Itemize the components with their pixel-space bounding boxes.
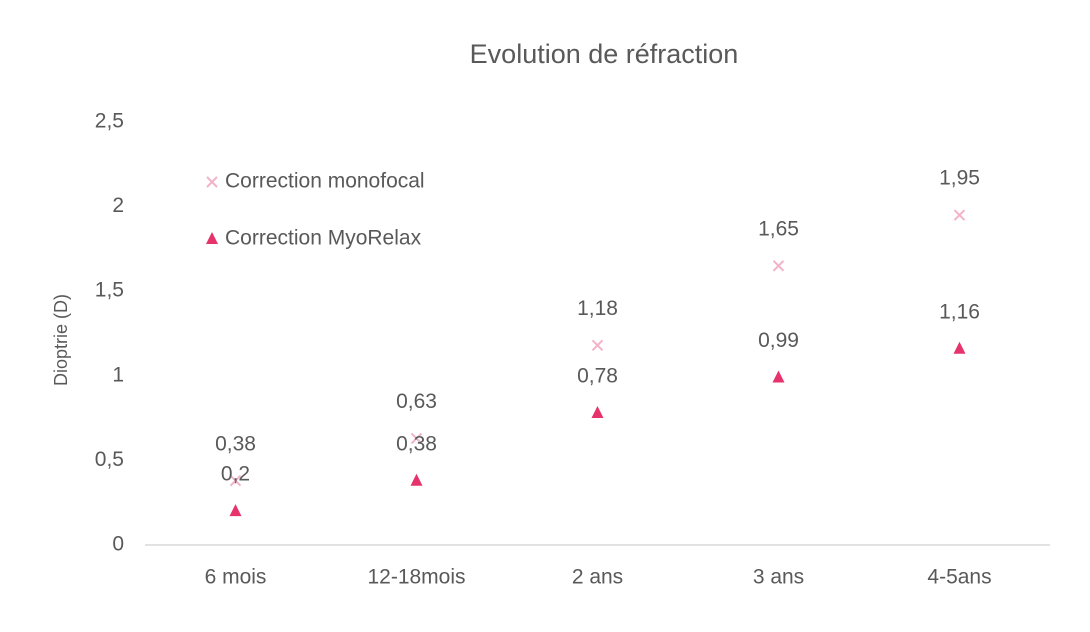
- x-tick-label: 2 ans: [572, 566, 623, 589]
- legend-label: Correction monofocal: [225, 170, 425, 193]
- x-tick-label: 3 ans: [753, 566, 804, 589]
- data-label: 0,78: [577, 365, 618, 388]
- y-tick-label: 0,5: [95, 448, 124, 471]
- x-tick-label: 4-5ans: [927, 566, 991, 589]
- data-point: [229, 474, 242, 487]
- x-tick-label: 6 mois: [205, 566, 267, 589]
- data-point: [591, 406, 604, 419]
- data-point: [772, 370, 785, 383]
- data-label: 1,95: [939, 167, 980, 190]
- data-point: [953, 341, 966, 354]
- y-tick-label: 1,5: [95, 279, 124, 302]
- data-point: [772, 260, 785, 272]
- data-label: 0,38: [215, 432, 256, 455]
- y-tick-label: 2: [112, 194, 124, 217]
- legend-marker: [206, 176, 218, 188]
- data-label: 1,18: [577, 297, 618, 320]
- y-axis-label: Dioptrie (D): [51, 294, 71, 386]
- legend-marker: [206, 232, 218, 244]
- data-label: 1,65: [758, 217, 799, 240]
- data-label: 0,2: [221, 463, 250, 486]
- data-label: 1,16: [939, 300, 980, 323]
- y-tick-label: 1: [112, 363, 124, 386]
- data-point: [591, 339, 604, 352]
- data-point: [410, 473, 423, 486]
- data-label: 0,99: [758, 329, 799, 352]
- y-tick-label: 2,5: [95, 110, 124, 133]
- chart-title: Evolution de réfraction: [470, 39, 739, 69]
- data-label: 0,38: [396, 432, 437, 455]
- y-tick-label: 0: [112, 533, 124, 556]
- data-point: [410, 432, 423, 445]
- data-point: [953, 209, 966, 221]
- legend-label: Correction MyoRelax: [225, 227, 422, 250]
- data-point: [229, 504, 242, 517]
- x-tick-label: 12-18mois: [367, 566, 465, 589]
- data-label: 0,63: [396, 390, 437, 413]
